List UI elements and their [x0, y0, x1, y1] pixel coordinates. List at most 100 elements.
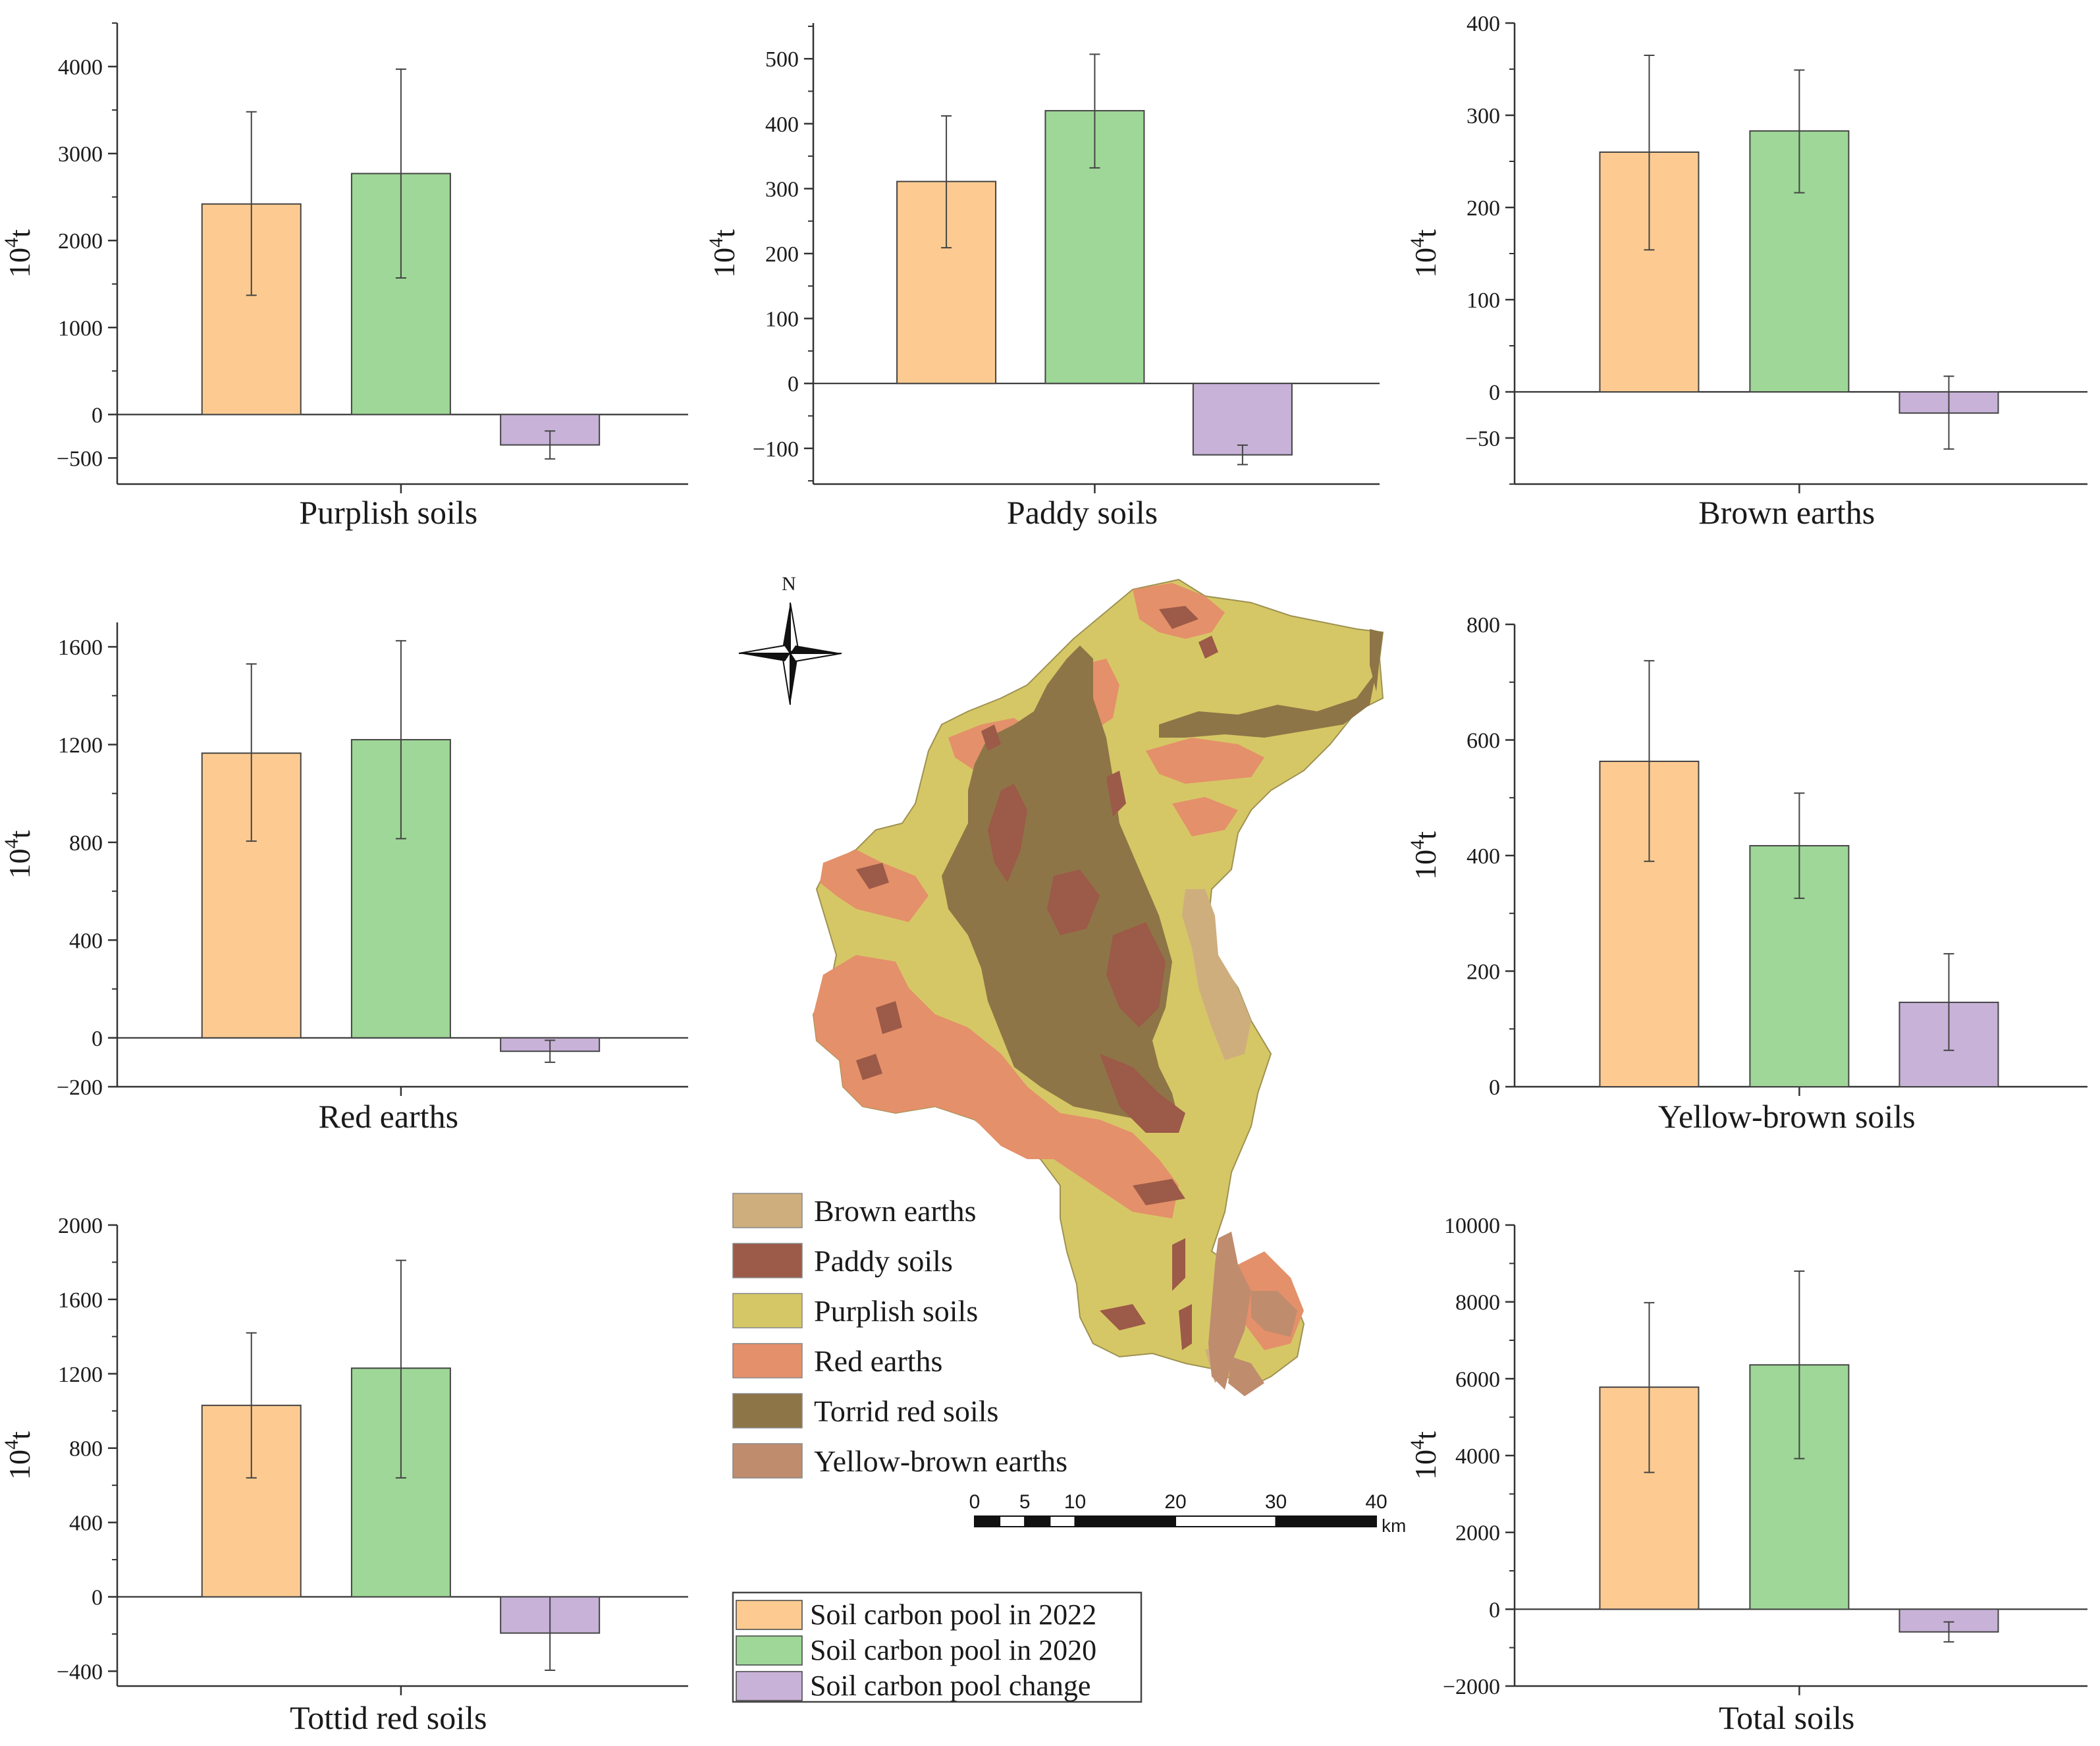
map-legend-item: Yellow-brown earths — [732, 1443, 1067, 1479]
y-tick-label: −500 — [57, 447, 103, 471]
y-tick-label: 500 — [765, 47, 799, 72]
y-tick-label: 300 — [1467, 104, 1500, 128]
scale-segment — [999, 1515, 1026, 1527]
chart-panel: 0 200 400 600 800 Yellow-brown soils 104t — [1407, 613, 2087, 1135]
map-legend-item: Brown earths — [732, 1193, 977, 1228]
scale-segment — [974, 1515, 1001, 1527]
y-tick-label: 4000 — [1455, 1444, 1500, 1469]
map-legend-label: Torrid red soils — [814, 1394, 998, 1428]
chart-title: Red earths — [319, 1098, 458, 1135]
error-bar — [1794, 792, 1805, 899]
map-legend-label: Paddy soils — [814, 1244, 953, 1278]
map-legend-item: Paddy soils — [732, 1243, 953, 1278]
y-tick-label: −400 — [57, 1660, 103, 1684]
y-axis-label: 104t — [1, 1431, 36, 1480]
y-tick-label: 1600 — [58, 636, 103, 660]
y-tick-label: 200 — [765, 242, 799, 267]
error-bar — [395, 1259, 406, 1479]
y-axis-label: 104t — [705, 229, 741, 278]
error-bar — [941, 115, 952, 249]
error-bar — [395, 68, 406, 279]
error-bar — [395, 640, 406, 840]
y-axis-label: 104t — [1407, 831, 1442, 880]
y-axis-label: 104t — [1, 830, 36, 879]
y-tick-label: 200 — [1467, 196, 1500, 221]
map-legend-label: Purplish soils — [814, 1294, 978, 1328]
y-tick-label: 400 — [1467, 12, 1500, 36]
y-tick-label: 6000 — [1455, 1367, 1500, 1392]
y-tick-label: 0 — [1489, 1598, 1500, 1622]
chart-panel: −100 0 100 200 300 400 500 Paddy soils 104t — [705, 23, 1380, 531]
scale-tick-label: 20 — [1164, 1491, 1186, 1513]
y-tick-label: −100 — [753, 437, 799, 462]
y-tick-label: 0 — [92, 1027, 103, 1051]
y-tick-label: 400 — [765, 113, 799, 137]
scale-tick-label: 40 — [1365, 1491, 1387, 1513]
error-bar — [545, 1596, 556, 1672]
error-bar — [545, 1039, 556, 1063]
chart-title: Purplish soils — [299, 494, 477, 531]
scale-tick-label: 10 — [1064, 1491, 1086, 1513]
y-tick-label: 0 — [1489, 1076, 1500, 1100]
y-tick-label: 800 — [69, 1437, 103, 1461]
scale-segment — [1175, 1515, 1277, 1527]
y-tick-label: 8000 — [1455, 1291, 1500, 1315]
map-legend-swatch — [732, 1393, 803, 1429]
map-legend-label: Yellow-brown earths — [814, 1444, 1067, 1478]
error-bar — [1644, 660, 1655, 862]
map-legend-swatch — [732, 1293, 803, 1328]
y-tick-label: 1600 — [58, 1288, 103, 1313]
legend-swatch — [736, 1600, 803, 1630]
legend-label: Soil carbon pool in 2022 — [810, 1598, 1096, 1631]
chart-title: Yellow-brown soils — [1658, 1098, 1916, 1135]
y-tick-label: −200 — [57, 1076, 103, 1100]
y-tick-label: 3000 — [58, 142, 103, 167]
error-bar — [1943, 953, 1954, 1051]
y-tick-label: 10000 — [1444, 1214, 1500, 1238]
error-bar — [1644, 55, 1655, 251]
scale-tick-label: 30 — [1265, 1491, 1287, 1513]
legend-item: Soil carbon pool change — [736, 1670, 1090, 1702]
map-legend-item: Red earths — [732, 1343, 942, 1378]
chart-panel: −50 0 100 200 300 400 Brown earths 104t — [1407, 12, 2087, 531]
legend-swatch — [736, 1635, 803, 1666]
y-tick-label: 0 — [92, 403, 103, 427]
north-label: N — [782, 573, 796, 595]
y-tick-label: 2000 — [58, 1214, 103, 1238]
scale-segment — [1275, 1515, 1377, 1527]
chart-title: Tottid red soils — [290, 1699, 487, 1736]
north-arrow: N — [738, 573, 842, 705]
error-bar — [246, 1332, 257, 1479]
map-yellow-brown-earths — [1208, 1232, 1297, 1396]
chart-panel: −500 0 1000 2000 3000 4000 Purplish soils 104t — [1, 22, 688, 531]
carbon-pool-legend: Soil carbon pool in 2022 Soil carbon pool… — [732, 1591, 1143, 1703]
chart-panel: −2000 0 2000 4000 6000 8000 10000 Total soils 10… — [1407, 1214, 2087, 1736]
y-tick-label: −2000 — [1443, 1675, 1500, 1699]
error-bar — [1943, 375, 1954, 450]
map-legend-label: Brown earths — [814, 1194, 977, 1228]
y-tick-label: 100 — [1467, 288, 1500, 313]
map-legend-swatch — [732, 1343, 803, 1378]
y-tick-label: 100 — [765, 308, 799, 332]
scale-segment — [1024, 1515, 1051, 1527]
y-tick-label: 400 — [69, 929, 103, 953]
scale-tick-label: 0 — [969, 1491, 981, 1513]
y-axis-label: 104t — [1407, 1431, 1442, 1480]
y-axis-label: 104t — [1, 229, 36, 278]
y-tick-label: 2000 — [58, 229, 103, 254]
y-tick-label: 600 — [1467, 729, 1500, 753]
y-tick-label: 400 — [69, 1512, 103, 1536]
map-legend-label: Red earths — [814, 1344, 942, 1378]
scale-tick-label: 5 — [1019, 1491, 1031, 1513]
map-legend-swatch — [732, 1193, 803, 1228]
chart-panel: −400 0 400 800 1200 1600 2000 Tottid red soils 1… — [1, 1214, 688, 1736]
y-tick-label: 300 — [765, 177, 799, 202]
y-axis-label: 104t — [1407, 229, 1442, 278]
y-tick-label: 1000 — [58, 316, 103, 341]
error-bar — [1794, 1270, 1805, 1460]
soil-type-legend: Brown earths Paddy soils Purplish soils Red… — [732, 1193, 1067, 1479]
chart-panel: −200 0 400 800 1200 1600 Red earths 104t — [1, 622, 688, 1135]
